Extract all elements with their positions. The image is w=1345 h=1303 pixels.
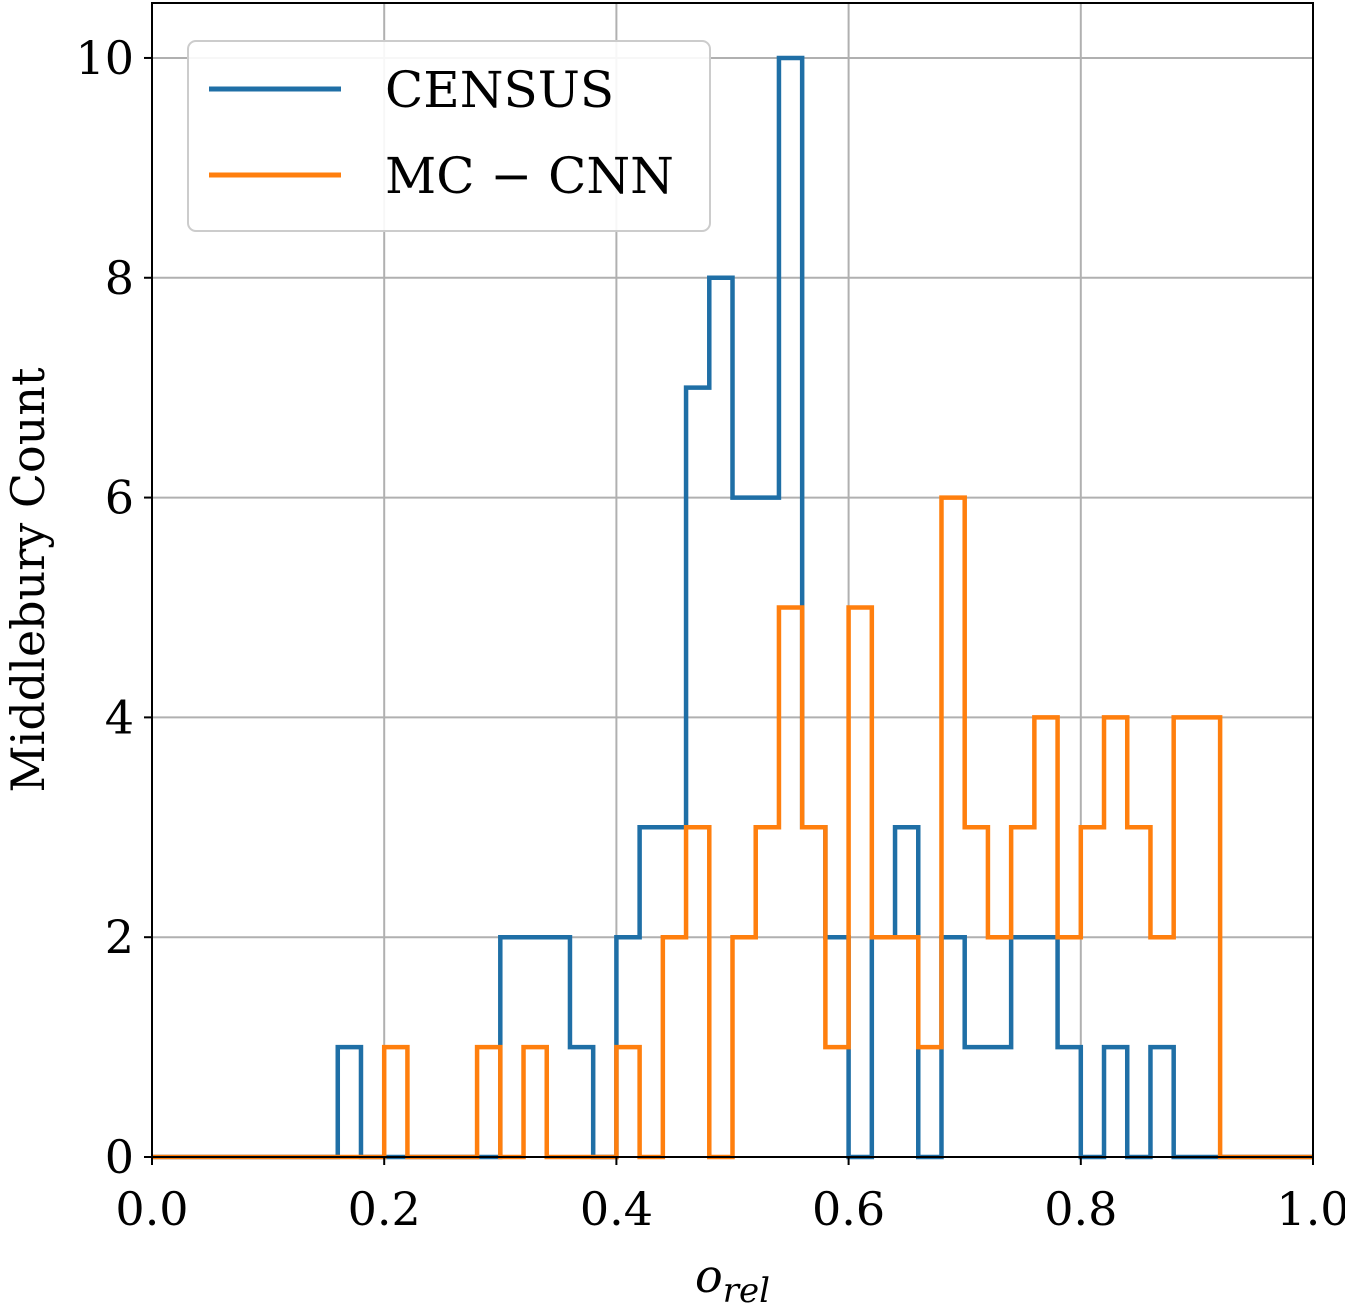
- x-tick-label: 0.6: [812, 1182, 885, 1236]
- legend: CENSUS MC − CNN: [187, 40, 711, 232]
- plot-frame: [151, 2, 1314, 1158]
- x-axis-label-base: o: [695, 1249, 723, 1303]
- series-step-mc-cnn: [152, 495, 1313, 1160]
- x-axis-label-subscript: rel: [723, 1271, 770, 1303]
- axis-labels: orel Middlebury Count: [1, 367, 770, 1303]
- y-tick-label: 6: [105, 471, 134, 525]
- y-tick-label: 10: [75, 31, 134, 85]
- y-tick-label: 4: [105, 690, 134, 744]
- y-tick-label: 0: [105, 1130, 134, 1184]
- y-tick-label: 8: [105, 251, 134, 305]
- legend-label-census: CENSUS: [385, 61, 614, 119]
- x-tick-label: 0.0: [115, 1182, 188, 1236]
- x-tick-label: 0.4: [580, 1182, 653, 1236]
- y-axis-label: Middlebury Count: [1, 367, 55, 792]
- x-tick-label: 0.2: [348, 1182, 421, 1236]
- axis-ticks: 0.0 0.2 0.4 0.6 0.8 1.0 0 2 4 6 8 10: [75, 31, 1345, 1236]
- x-tick-label: 0.8: [1044, 1182, 1117, 1236]
- y-tick-label: 2: [105, 910, 134, 964]
- legend-label-mc-cnn: MC − CNN: [385, 147, 674, 205]
- x-tick-label: 1.0: [1276, 1182, 1345, 1236]
- x-axis-label: orel: [695, 1249, 770, 1303]
